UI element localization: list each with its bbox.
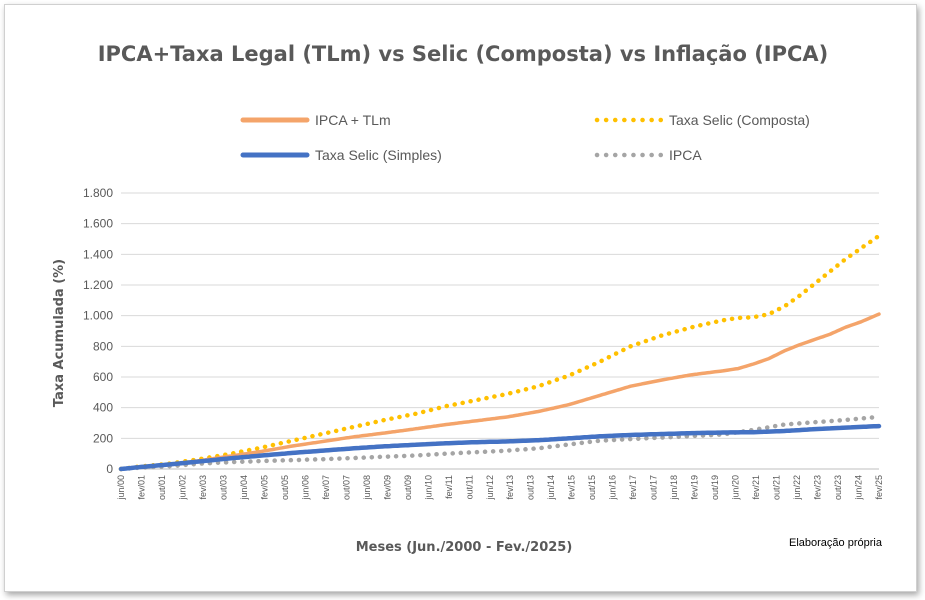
- y-tick-label: 1.800: [83, 186, 113, 200]
- y-tick-label: 1.200: [83, 278, 113, 292]
- x-tick-label: out/01: [157, 475, 167, 500]
- y-tick-label: 1.400: [83, 247, 113, 261]
- y-tick-label: 200: [93, 431, 113, 445]
- source-note: Elaboração própria: [789, 537, 883, 549]
- x-tick-label: jun/08: [362, 475, 372, 501]
- x-tick-label: out/09: [403, 475, 413, 500]
- x-tick-label: fev/05: [259, 475, 269, 500]
- x-tick-label: fev/25: [874, 475, 884, 500]
- x-axis-ticks: jun/00 fev/01 out/01 jun/02 fev/03 out/03 jun/…: [116, 475, 884, 501]
- y-tick-label: 800: [93, 339, 113, 353]
- y-tick-label: 1.000: [83, 309, 113, 323]
- x-tick-label: fev/11: [444, 475, 454, 499]
- legend-label: Taxa Selic (Composta): [669, 112, 810, 128]
- x-tick-label: out/13: [526, 475, 536, 500]
- chart-title: IPCA+Taxa Legal (TLm) vs Selic (Composta…: [98, 42, 829, 66]
- x-tick-label: out/21: [772, 475, 782, 500]
- x-tick-label: jun/12: [485, 475, 495, 501]
- x-tick-label: fev/21: [751, 475, 761, 500]
- chart-frame: IPCA+Taxa Legal (TLm) vs Selic (Composta…: [4, 4, 917, 592]
- x-tick-label: fev/17: [628, 475, 638, 500]
- series-line: [119, 312, 881, 471]
- x-tick-label: fev/03: [198, 475, 208, 500]
- x-tick-label: out/05: [280, 475, 290, 500]
- x-tick-label: fev/09: [382, 475, 392, 500]
- x-axis-title: Meses (Jun./2000 - Fev./2025): [356, 540, 573, 555]
- legend-label: Taxa Selic (Simples): [315, 147, 442, 163]
- x-tick-label: jun/16: [608, 475, 618, 501]
- series-line: [118, 233, 882, 472]
- series-line: [118, 423, 882, 472]
- series-group: [118, 233, 882, 472]
- x-tick-label: jun/20: [731, 475, 741, 501]
- y-tick-label: 600: [93, 370, 113, 384]
- grid: [121, 192, 879, 470]
- x-tick-label: out/23: [833, 475, 843, 500]
- legend: IPCA + TLm Taxa Selic (Composta) Taxa Seli…: [240, 112, 810, 163]
- x-tick-label: jun/04: [239, 475, 249, 501]
- x-tick-label: fev/19: [690, 475, 700, 500]
- x-tick-label: out/15: [587, 475, 597, 500]
- x-tick-label: fev/01: [136, 475, 146, 500]
- x-tick-label: jun/24: [854, 475, 864, 501]
- y-tick-label: 1.600: [83, 217, 113, 231]
- x-tick-label: jun/06: [300, 475, 310, 501]
- y-axis-ticks: 0 200 400 600 800 1.000 1.200 1.400 1.600 1.800: [83, 186, 113, 476]
- x-tick-label: out/03: [218, 475, 228, 500]
- x-tick-label: jun/18: [669, 475, 679, 501]
- x-tick-label: jun/10: [423, 475, 433, 501]
- legend-label: IPCA + TLm: [315, 112, 391, 128]
- x-tick-label: out/17: [649, 475, 659, 500]
- y-tick-label: 0: [106, 462, 113, 476]
- x-tick-label: jun/02: [177, 475, 187, 501]
- x-tick-label: jun/22: [792, 475, 802, 501]
- legend-label: IPCA: [669, 147, 702, 163]
- x-tick-label: fev/07: [321, 475, 331, 500]
- y-tick-label: 400: [93, 401, 113, 415]
- x-tick-label: out/19: [710, 475, 720, 500]
- chart-svg: IPCA+Taxa Legal (TLm) vs Selic (Composta…: [52, 42, 884, 555]
- x-tick-label: out/07: [341, 475, 351, 500]
- x-tick-label: jun/14: [546, 475, 556, 501]
- x-tick-label: jun/00: [116, 475, 126, 501]
- x-tick-label: out/11: [464, 475, 474, 499]
- x-tick-label: fev/23: [813, 475, 823, 500]
- x-tick-label: fev/13: [505, 475, 515, 500]
- x-tick-label: fev/15: [567, 475, 577, 500]
- y-axis-title: Taxa Acumulada (%): [52, 259, 67, 407]
